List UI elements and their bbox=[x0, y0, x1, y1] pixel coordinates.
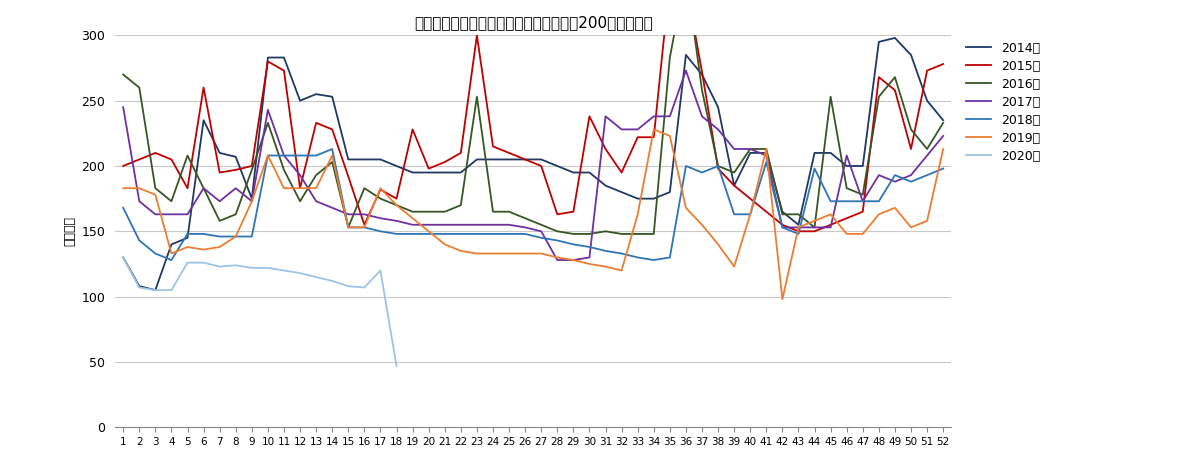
2018年 bbox=[936, 166, 950, 171]
2014年 bbox=[662, 189, 677, 195]
2019年 bbox=[116, 185, 131, 191]
2019年 bbox=[406, 215, 420, 221]
2018年 bbox=[438, 231, 452, 237]
2014年 bbox=[148, 287, 162, 293]
2016年 bbox=[566, 231, 581, 237]
2018年 bbox=[534, 235, 548, 241]
2015年 bbox=[647, 134, 661, 140]
2018年 bbox=[679, 163, 694, 169]
2019年 bbox=[550, 255, 564, 260]
2014年 bbox=[116, 255, 131, 260]
2017年 bbox=[679, 68, 694, 73]
2014年 bbox=[566, 170, 581, 175]
2015年 bbox=[180, 185, 194, 191]
2014年 bbox=[630, 196, 644, 201]
Line: 2020年: 2020年 bbox=[124, 257, 396, 366]
2019年 bbox=[662, 133, 677, 139]
2014年 bbox=[518, 157, 533, 162]
2019年 bbox=[775, 297, 790, 302]
2018年 bbox=[325, 146, 340, 152]
2020年 bbox=[180, 260, 194, 266]
2016年 bbox=[936, 120, 950, 126]
2016年 bbox=[406, 209, 420, 214]
2019年 bbox=[180, 244, 194, 250]
2014年 bbox=[197, 117, 211, 123]
2016年 bbox=[550, 229, 564, 234]
Line: 2019年: 2019年 bbox=[124, 129, 943, 299]
2017年 bbox=[566, 257, 581, 263]
2014年 bbox=[888, 35, 902, 41]
2015年 bbox=[406, 127, 420, 132]
2019年 bbox=[502, 251, 516, 256]
2018年 bbox=[582, 244, 596, 250]
Line: 2017年: 2017年 bbox=[124, 71, 943, 260]
2017年 bbox=[502, 222, 516, 228]
2016年 bbox=[116, 72, 131, 77]
Line: 2015年: 2015年 bbox=[124, 0, 943, 231]
Line: 2014年: 2014年 bbox=[124, 38, 943, 290]
2016年 bbox=[502, 209, 516, 214]
2019年 bbox=[647, 127, 661, 132]
2019年 bbox=[936, 146, 950, 152]
2015年 bbox=[791, 229, 805, 234]
Legend: 2014年, 2015年, 2016年, 2017年, 2018年, 2019年, 2020年: 2014年, 2015年, 2016年, 2017年, 2018年, 2019年… bbox=[966, 42, 1040, 163]
2017年 bbox=[116, 104, 131, 110]
2014年 bbox=[936, 117, 950, 123]
2015年 bbox=[614, 170, 629, 175]
2016年 bbox=[180, 153, 194, 158]
2017年 bbox=[180, 212, 194, 217]
2017年 bbox=[550, 257, 564, 263]
2014年 bbox=[421, 170, 436, 175]
2017年 bbox=[630, 127, 644, 132]
Title: オリコンシングルウィークリーチャート200位売上枚数: オリコンシングルウィークリーチャート200位売上枚数 bbox=[414, 15, 653, 30]
2018年 bbox=[197, 231, 211, 237]
2017年 bbox=[662, 114, 677, 119]
Y-axis label: 売上枚数: 売上枚数 bbox=[64, 216, 76, 246]
2018年 bbox=[647, 257, 661, 263]
Line: 2016年: 2016年 bbox=[124, 0, 943, 234]
2018年 bbox=[116, 205, 131, 211]
2020年 bbox=[116, 255, 131, 260]
2015年 bbox=[502, 150, 516, 156]
2017年 bbox=[406, 222, 420, 228]
2016年 bbox=[662, 55, 677, 61]
Line: 2018年: 2018年 bbox=[124, 149, 943, 260]
2015年 bbox=[116, 163, 131, 169]
2017年 bbox=[936, 133, 950, 139]
2015年 bbox=[936, 61, 950, 67]
2016年 bbox=[630, 231, 644, 237]
2018年 bbox=[164, 257, 179, 263]
2015年 bbox=[550, 212, 564, 217]
2019年 bbox=[614, 267, 629, 273]
